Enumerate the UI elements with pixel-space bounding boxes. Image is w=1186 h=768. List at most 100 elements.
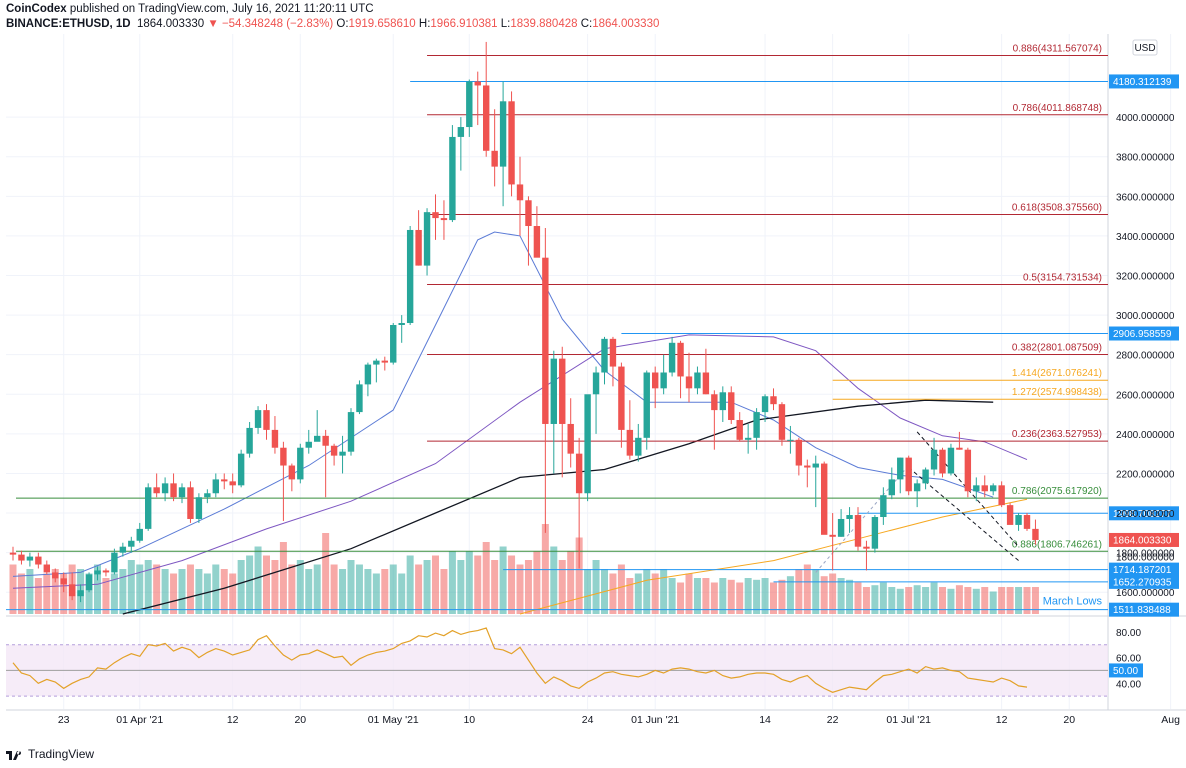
volume-bar — [499, 546, 507, 614]
candle-body — [136, 528, 143, 541]
volume-bar — [389, 564, 397, 614]
candle-body — [221, 479, 228, 482]
volume-bar — [423, 560, 431, 614]
candles — [9, 41, 1039, 603]
candle-body — [643, 372, 650, 438]
candle-body — [457, 127, 465, 137]
candle-body — [990, 485, 997, 492]
volume-bar — [482, 542, 490, 614]
fib-level-label: 0.786(2075.617920) — [1012, 486, 1102, 497]
candle-body — [26, 556, 34, 561]
volume-bar — [643, 569, 651, 614]
volume-bar — [879, 582, 887, 614]
rsi-band — [6, 644, 1108, 697]
candle-body — [77, 590, 84, 597]
candle-body — [330, 445, 338, 456]
volume-bar — [710, 582, 718, 614]
candle-body — [508, 101, 515, 185]
candle-body — [804, 465, 811, 468]
candle-body — [998, 485, 1005, 506]
volume-bar — [355, 564, 363, 614]
candle-body — [178, 487, 186, 498]
candle-body — [18, 554, 25, 561]
candle-body — [964, 449, 972, 492]
candle-body — [753, 412, 760, 438]
support-price-label: 2906.958559 — [1113, 329, 1172, 340]
volume-bar — [110, 573, 118, 614]
volume-bar — [558, 560, 566, 614]
time-tick-label: 20 — [1063, 714, 1075, 726]
volume-bar — [533, 551, 541, 614]
candle-body — [744, 437, 752, 440]
candle-body — [837, 518, 845, 537]
volume-bar — [448, 551, 456, 614]
volume-bar — [575, 537, 583, 614]
candle-body — [1023, 515, 1031, 529]
price-tick-label: 2200.000000 — [1116, 469, 1175, 480]
volume-bar — [820, 576, 828, 614]
open-label: O: — [336, 18, 349, 30]
rsi-tick-label: 40.00 — [1116, 679, 1141, 690]
volume-bar — [491, 560, 499, 614]
down-arrow-icon: ▼ — [207, 18, 219, 30]
volume-bar — [313, 564, 321, 614]
support-price-tag — [1109, 506, 1179, 521]
current-price-label: 1864.003330 — [1113, 535, 1172, 546]
volume-bar — [609, 573, 617, 614]
support-price-tag — [1109, 574, 1179, 589]
volume-bar — [432, 555, 439, 614]
symbol-label: BINANCE:ETHUSD, 1D — [6, 18, 131, 30]
volume-bar — [136, 564, 144, 614]
volume-bar — [51, 569, 59, 614]
support-price-label: 1511.838488 — [1113, 605, 1171, 616]
volume-bar — [812, 569, 820, 614]
moving-average-line — [12, 334, 1028, 589]
candle-body — [305, 441, 312, 448]
volume-bar — [339, 569, 347, 614]
time-tick-label: 12 — [996, 714, 1008, 726]
tradingview-brand[interactable]: TradingView — [6, 747, 94, 761]
volume-bar — [693, 578, 701, 614]
volume-bar — [567, 551, 575, 614]
rsi-tick-label: 60.00 — [1116, 654, 1141, 665]
candle-body — [1015, 515, 1022, 525]
candle-body — [229, 481, 236, 486]
volume-bar — [981, 587, 989, 614]
volume-bar — [660, 569, 668, 614]
price-chart[interactable]: 0.886(4311.567074) 0.786(4011.868748) 0.61… — [0, 34, 1186, 740]
candle-body — [161, 483, 169, 494]
volume-bar — [457, 560, 465, 614]
candle-body — [440, 218, 448, 221]
candle-body — [854, 515, 862, 547]
candle-body — [871, 517, 879, 549]
candle-body — [246, 427, 253, 454]
candle-body — [314, 435, 321, 442]
volume-bar — [254, 546, 262, 614]
close-label: C: — [580, 18, 593, 30]
candle-body — [525, 200, 532, 227]
volume-bar — [26, 569, 34, 614]
volume-bar — [195, 569, 203, 614]
candle-body — [702, 372, 710, 395]
candle-body — [812, 463, 819, 468]
volume-bar — [381, 569, 389, 614]
volume-bar — [296, 560, 304, 614]
candle-body — [668, 342, 676, 373]
volume-bar — [786, 576, 794, 614]
volume-bar — [364, 569, 372, 614]
price-tick-label: 1800.000000 — [1116, 549, 1175, 560]
volume-bar — [727, 579, 735, 614]
volume-bar — [795, 569, 803, 614]
volume-bar — [541, 524, 549, 614]
published-text: published on TradingView.com, July 16, 2… — [69, 3, 374, 15]
volume-bar — [271, 560, 279, 614]
candle-body — [406, 229, 414, 324]
close-value: 1864.003330 — [592, 18, 660, 30]
volume-bar — [9, 564, 17, 614]
candle-body — [559, 358, 566, 424]
candle-body — [542, 257, 549, 424]
price-axis: USD 4000.000000 3800.000000 3600.000000 3400… — [1109, 39, 1179, 690]
volume-bar — [60, 573, 68, 614]
volume-bar — [744, 578, 752, 614]
candle-body — [956, 447, 963, 450]
